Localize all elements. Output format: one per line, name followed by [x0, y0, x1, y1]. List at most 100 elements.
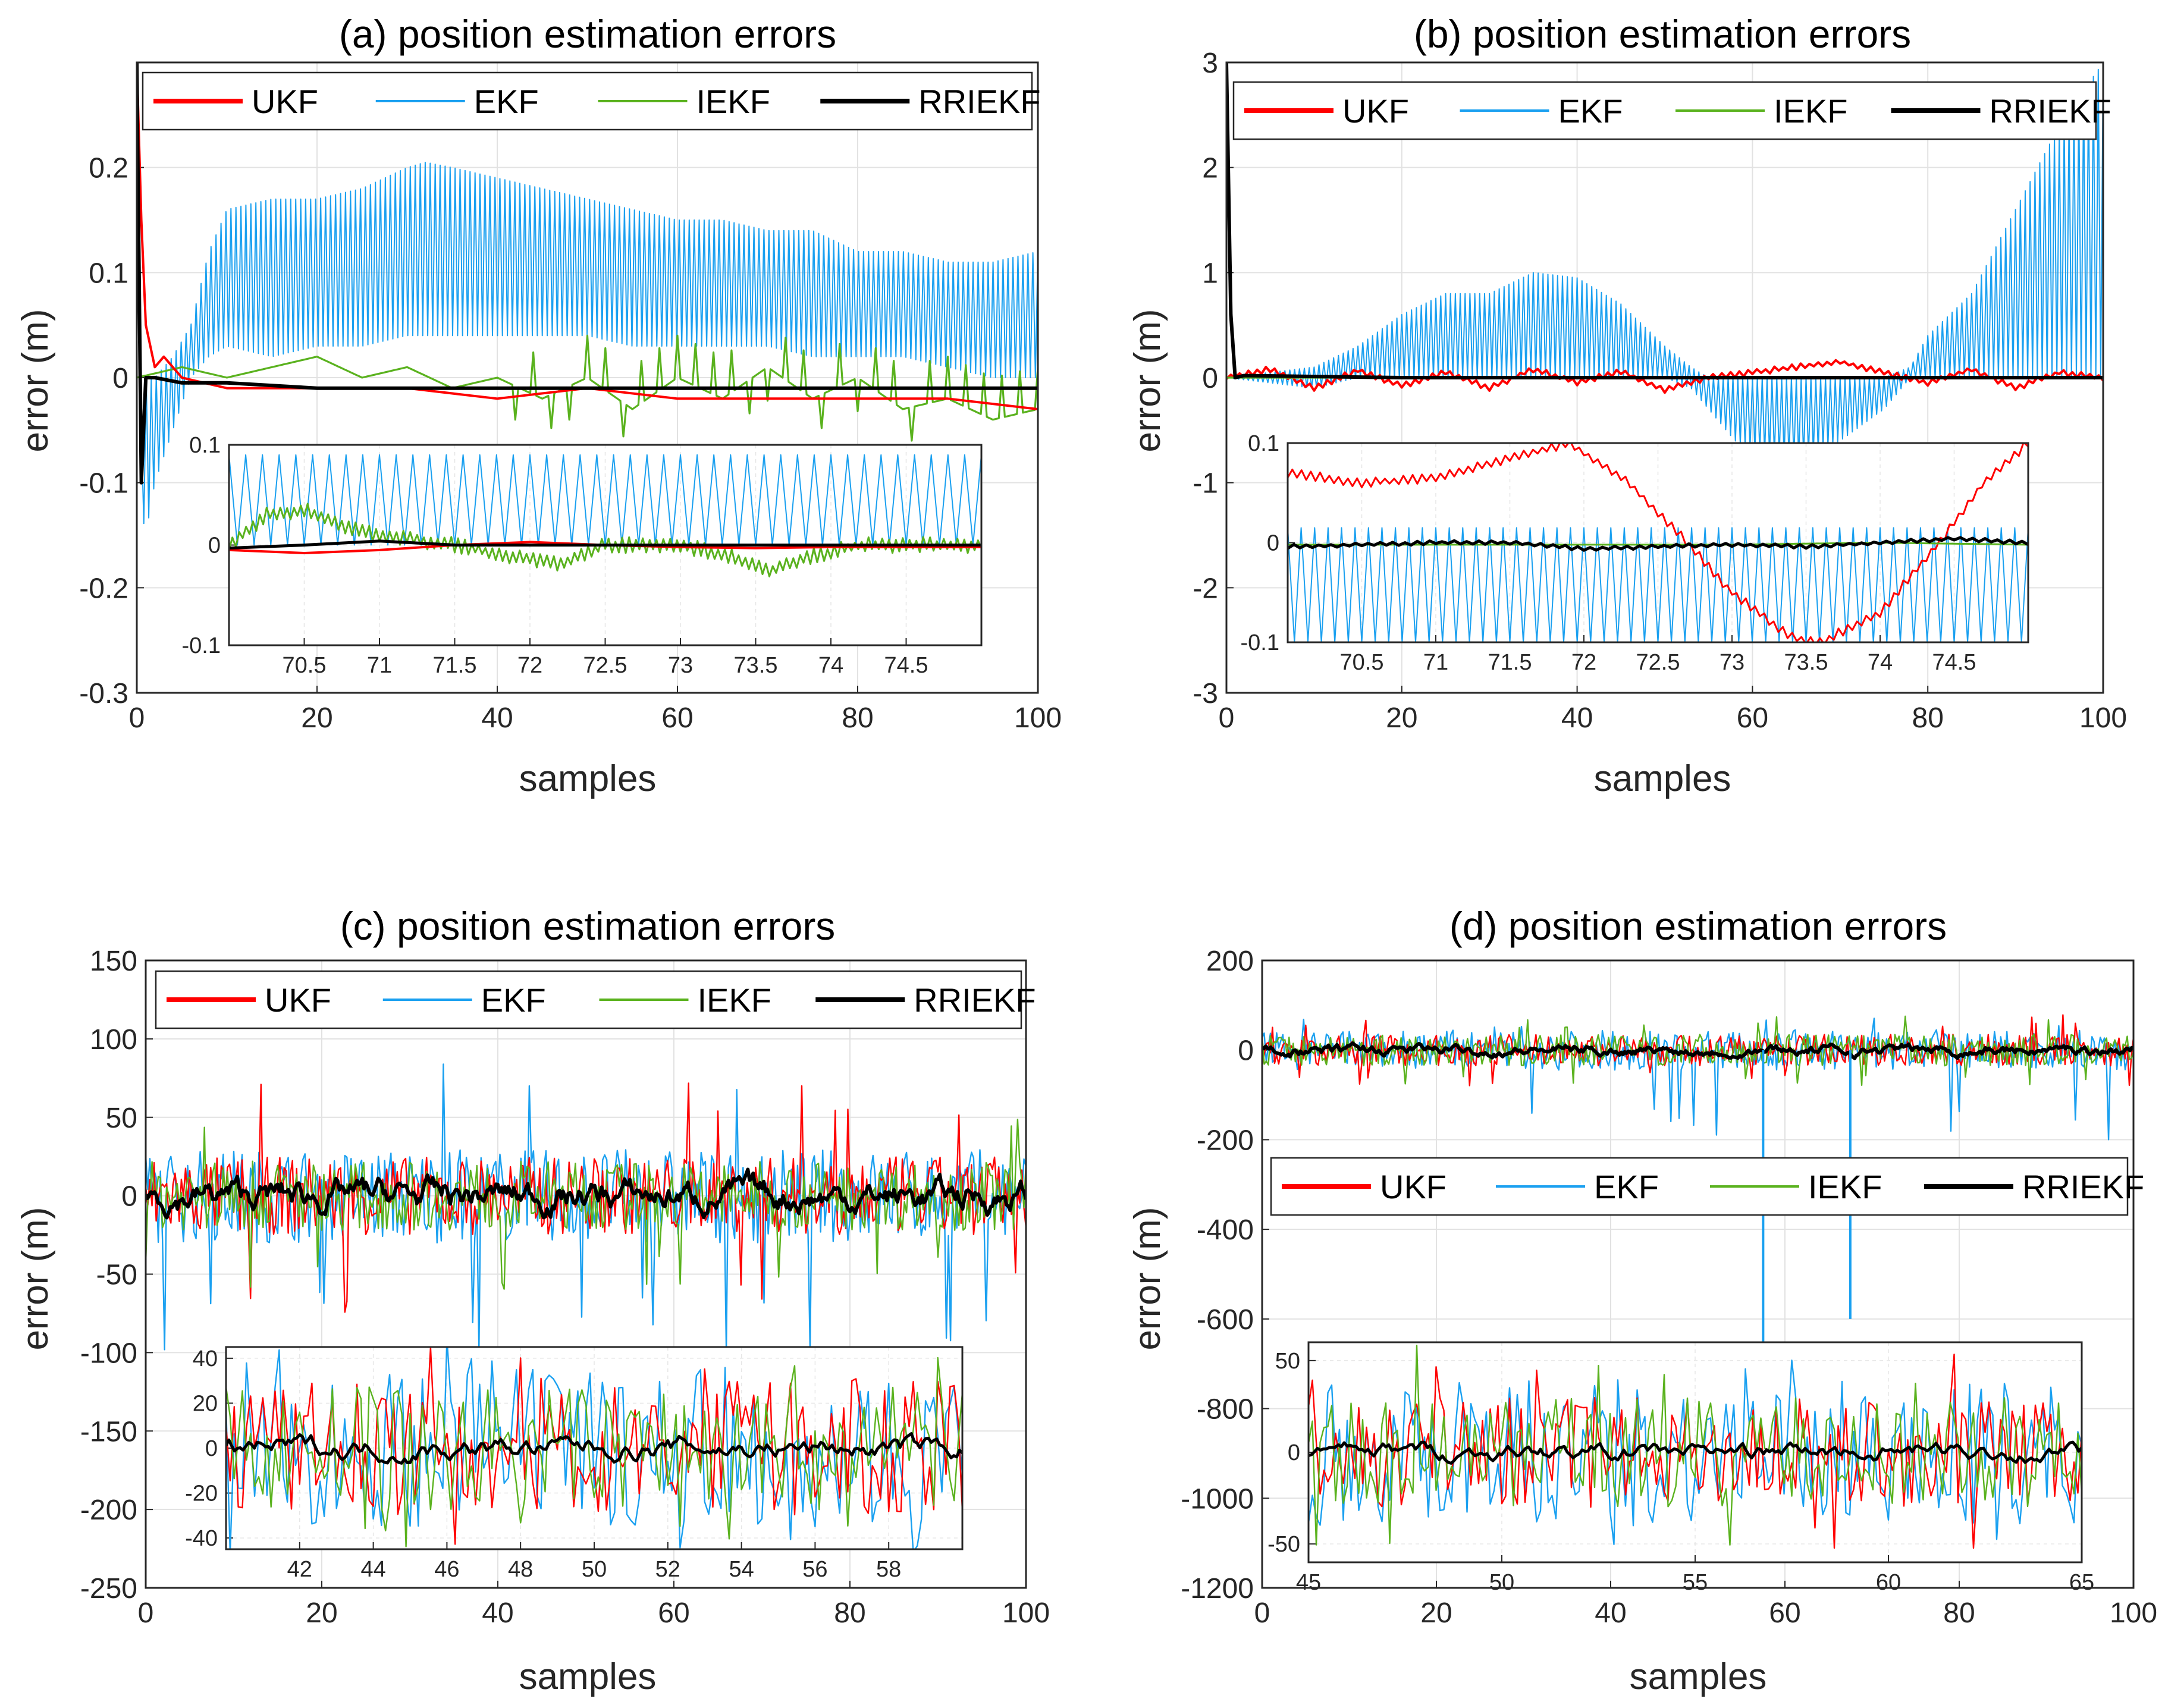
c-ytick-label: 50 [106, 1103, 137, 1134]
d-inset-ytick-label: 0 [1288, 1440, 1300, 1465]
c-inset-xtick-label: 50 [582, 1557, 607, 1582]
b-inset-xtick-label: 71 [1423, 650, 1448, 675]
c-axes-frame [145, 959, 1027, 1589]
panel-a: (a) position estimation errors samples e… [15, 12, 1062, 799]
c-legend-label-ukf: UKF [265, 981, 331, 1019]
b-xtick-label: 80 [1912, 702, 1944, 734]
d-xtick-label: 40 [1595, 1597, 1626, 1629]
b-inset-series-ukf [1288, 443, 2028, 642]
b-inset-xtick-label: 74.5 [1932, 650, 1976, 675]
d-series-iekf [1262, 1015, 2133, 1086]
c-inset-xtick-label: 48 [508, 1557, 533, 1582]
d-inset-series-iekf [1309, 1345, 2082, 1546]
c-inset-xtick-label: 54 [729, 1557, 754, 1582]
d-ytick-label: -600 [1197, 1304, 1254, 1336]
a-inset-xtick-label: 72 [517, 653, 542, 678]
b-ytick-label: -2 [1193, 573, 1218, 604]
panel-a-xlabel: samples [519, 758, 657, 799]
b-xtick-label: 40 [1561, 702, 1593, 734]
b-inset-ytick-label: 0 [1267, 531, 1279, 556]
d-series-ukf [1262, 1014, 2133, 1087]
a-series-ekf [140, 161, 1038, 525]
c-xtick-label: 80 [834, 1597, 865, 1629]
a-inset-xtick-label: 71 [367, 653, 392, 678]
a-ytick-label: -0.1 [79, 468, 128, 500]
c-ytick-label: 100 [90, 1024, 137, 1056]
b-inset-frame [1287, 442, 2029, 643]
d-xtick-label: 20 [1420, 1597, 1452, 1629]
d-inset-xtick-label: 60 [1876, 1570, 1901, 1595]
d-inset-xtick-label: 55 [1683, 1570, 1708, 1595]
a-legend-label-rriekf: RRIEKF [918, 83, 1040, 120]
c-inset-xtick-label: 58 [876, 1557, 901, 1582]
b-legend-label-iekf: IEKF [1774, 92, 1847, 130]
panel-b-ylabel: error (m) [1127, 309, 1168, 452]
c-xtick-label: 0 [138, 1597, 154, 1629]
a-inset-series-ukf [229, 541, 981, 554]
d-inset-ytick-label: 50 [1275, 1349, 1300, 1374]
panel-c: (c) position estimation errors samples e… [15, 904, 1050, 1697]
b-inset-xtick-label: 71.5 [1488, 650, 1532, 675]
a-legend-label-ukf: UKF [252, 83, 318, 120]
panel-a-title: (a) position estimation errors [339, 12, 836, 56]
a-ytick-label: 0 [112, 363, 128, 394]
c-legend-label-ekf: EKF [481, 981, 546, 1019]
d-legend-label-iekf: IEKF [1808, 1168, 1882, 1205]
b-inset-xtick-label: 74 [1868, 650, 1893, 675]
c-series-rriekf [146, 1167, 1026, 1220]
d-ytick-label: 200 [1206, 946, 1254, 977]
a-ytick-label: -0.2 [79, 573, 128, 604]
a-inset-xtick-label: 73 [668, 653, 693, 678]
a-inset-xtick-label: 74 [818, 653, 843, 678]
c-inset-ytick-label: 40 [193, 1346, 218, 1371]
c-series-ekf [146, 1063, 1026, 1352]
c-inset-series-rriekf [226, 1432, 962, 1465]
panel-b: (b) position estimation errors samples e… [1127, 12, 2127, 799]
d-inset-ytick-label: -50 [1267, 1532, 1300, 1557]
c-ytick-label: -150 [80, 1416, 137, 1448]
d-xtick-label: 0 [1254, 1597, 1270, 1629]
c-inset-xtick-label: 44 [360, 1557, 385, 1582]
c-inset-ytick-label: 0 [205, 1436, 218, 1461]
b-series-rriekf [1226, 62, 2103, 379]
a-inset-xtick-label: 71.5 [433, 653, 477, 678]
d-xtick-label: 80 [1943, 1597, 1975, 1629]
c-ytick-label: -50 [96, 1260, 137, 1291]
c-xtick-label: 20 [306, 1597, 337, 1629]
d-series-rriekf [1262, 1041, 2133, 1060]
a-inset-frame [228, 444, 983, 646]
a-ytick-label: 0.2 [89, 153, 128, 184]
c-ytick-label: -100 [80, 1337, 137, 1369]
c-inset-frame [225, 1346, 964, 1550]
b-xtick-label: 20 [1386, 702, 1417, 734]
d-axes-frame [1261, 959, 2135, 1589]
a-ytick-label: -0.3 [79, 678, 128, 709]
c-legend-label-iekf: IEKF [698, 981, 771, 1019]
d-ytick-label: -1200 [1181, 1573, 1254, 1605]
d-inset-series-rriekf [1309, 1440, 2082, 1465]
b-ytick-label: 1 [1202, 258, 1218, 289]
panel-d-ylabel: error (m) [1127, 1207, 1168, 1350]
d-ytick-label: 0 [1238, 1035, 1254, 1067]
a-xtick-label: 100 [1014, 702, 1062, 734]
a-inset-xtick-label: 70.5 [283, 653, 327, 678]
a-inset-ytick-label: 0 [208, 533, 221, 558]
a-axes-frame [136, 61, 1039, 694]
c-ytick-label: 150 [90, 946, 137, 977]
c-inset-xtick-label: 52 [655, 1557, 680, 1582]
b-ytick-label: 2 [1202, 153, 1218, 184]
b-ytick-label: 0 [1202, 363, 1218, 394]
c-xtick-label: 60 [658, 1597, 689, 1629]
b-inset-xtick-label: 70.5 [1340, 650, 1384, 675]
b-legend-label-ukf: UKF [1342, 92, 1409, 130]
panel-a-ylabel: error (m) [15, 309, 56, 452]
c-inset-xtick-label: 56 [802, 1557, 827, 1582]
c-ytick-label: -250 [80, 1573, 137, 1605]
d-legend-label-ekf: EKF [1594, 1168, 1659, 1205]
a-xtick-label: 20 [301, 702, 332, 734]
b-inset-series-rriekf [1288, 536, 2028, 552]
c-inset-ytick-label: -20 [185, 1481, 218, 1506]
panel-b-xlabel: samples [1594, 758, 1731, 799]
d-xtick-label: 60 [1769, 1597, 1800, 1629]
a-inset-ytick-label: -0.1 [182, 633, 221, 658]
